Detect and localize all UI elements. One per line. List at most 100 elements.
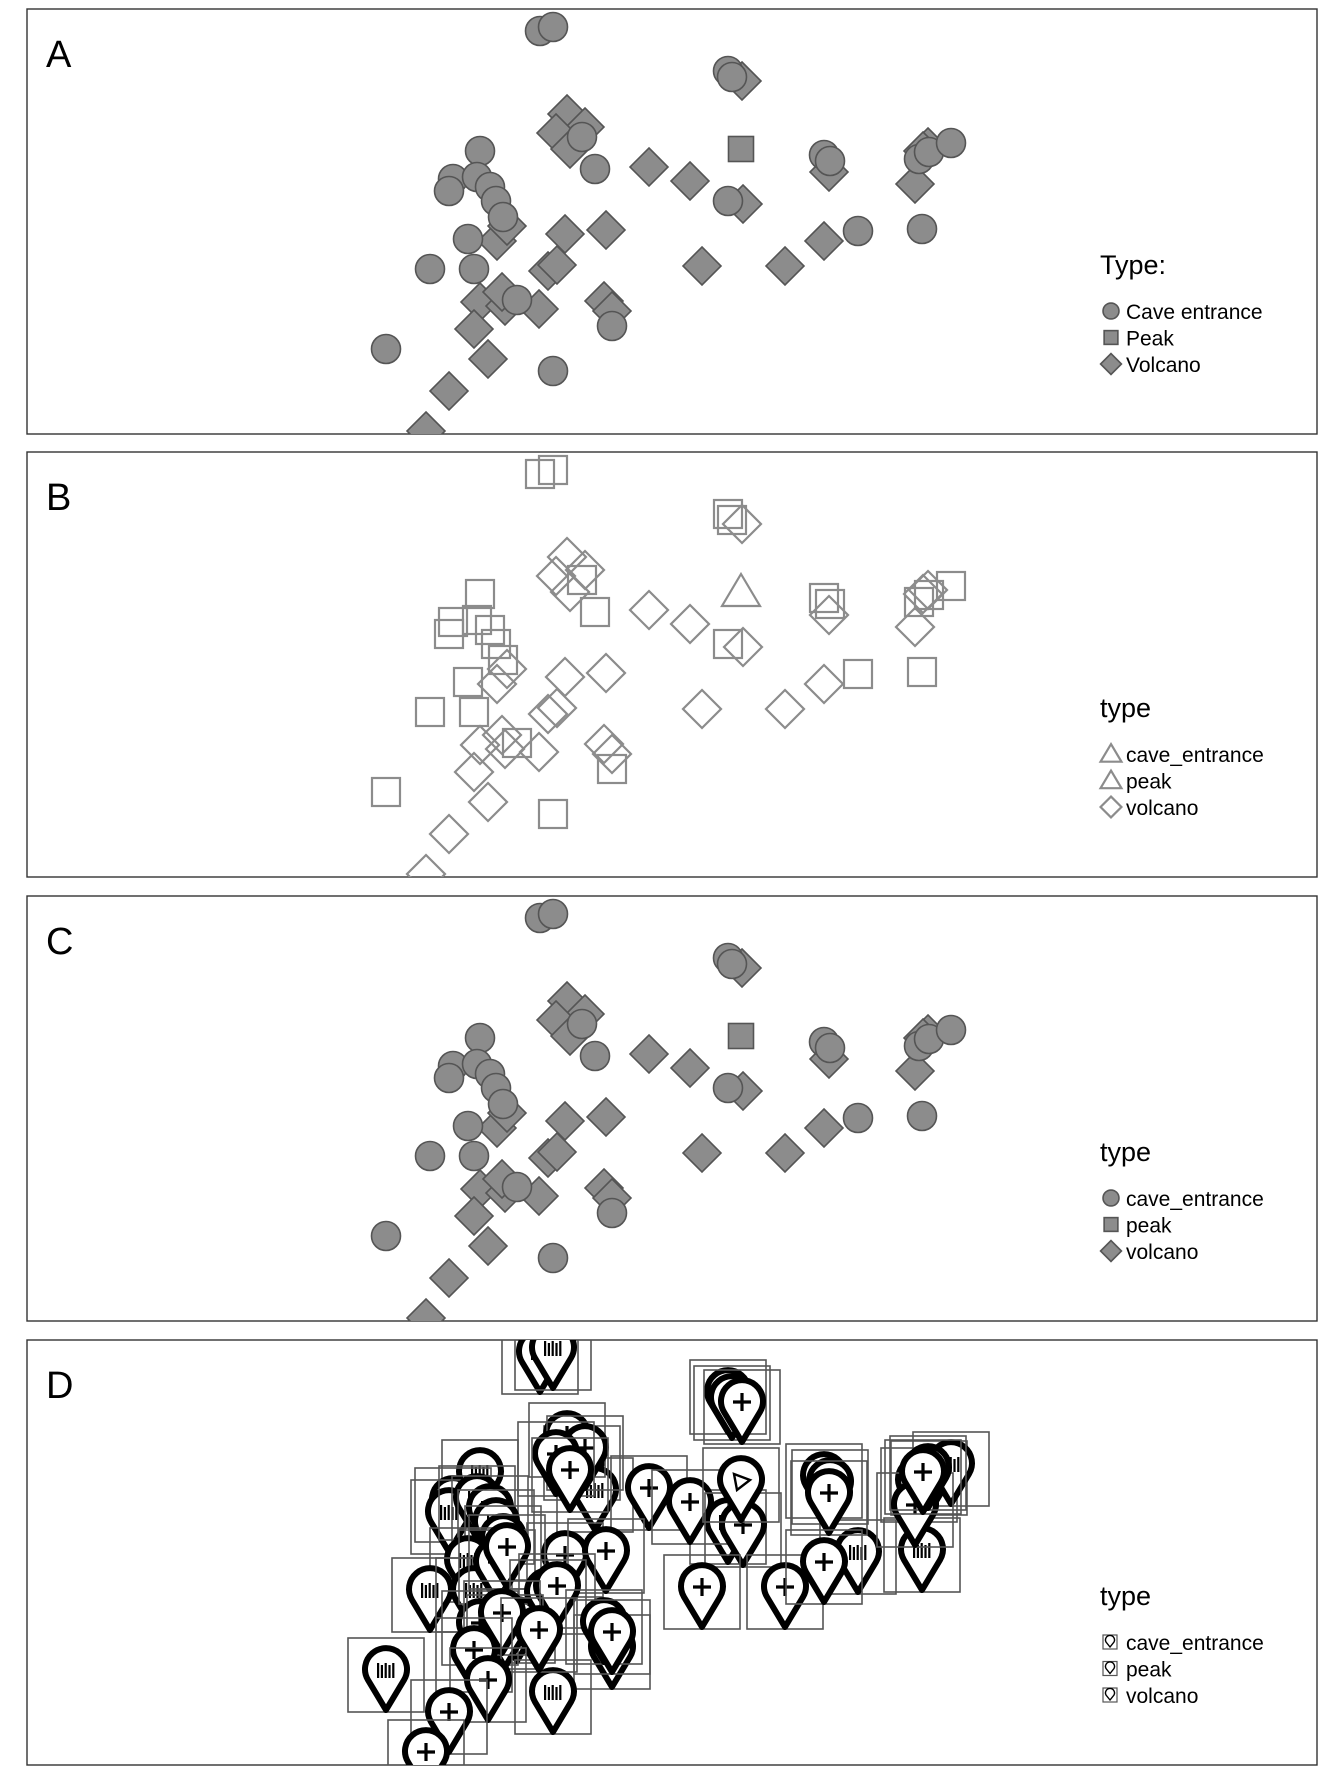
panel-label: B — [46, 477, 71, 519]
legend-label: volcano — [1126, 1685, 1198, 1708]
volcano-marker — [536, 687, 578, 729]
volcano-marker — [894, 606, 936, 648]
cave-entrance-marker — [370, 333, 402, 365]
cave-entrance-marker — [808, 582, 840, 614]
volcano-marker — [681, 1132, 723, 1174]
cave-entrance-marker — [414, 253, 446, 285]
cave-entrance-marker — [566, 1008, 598, 1040]
volcano-marker — [591, 733, 633, 775]
cave-entrance-marker — [464, 1022, 496, 1054]
volcano-marker — [583, 723, 625, 765]
cave-entrance-marker — [433, 175, 465, 207]
legend-label: Peak — [1126, 328, 1174, 351]
cave-entrance-marker — [716, 61, 748, 93]
panel-label: A — [46, 34, 72, 76]
volcano-marker — [651, 1469, 729, 1545]
cave-entrance-marker — [814, 1032, 846, 1064]
cave-entrance-marker — [906, 213, 938, 245]
cave-entrance-marker — [464, 578, 496, 610]
volcano-marker — [405, 853, 447, 877]
volcano-marker — [453, 308, 495, 350]
volcano-marker — [721, 503, 763, 545]
cave-entrance-marker — [712, 1072, 744, 1104]
cave-entrance-marker — [906, 656, 938, 688]
plot-area — [370, 454, 967, 877]
cave-entrance-marker — [935, 127, 967, 159]
cave-entrance-marker — [579, 1040, 611, 1072]
cave-entrance-marker — [487, 644, 519, 676]
cave-entrance-marker — [452, 666, 484, 698]
volcano-marker — [518, 1553, 596, 1629]
cave-entrance-marker — [716, 948, 748, 980]
volcano-marker — [428, 1257, 470, 1299]
legend-key-diamond — [1099, 1239, 1123, 1263]
volcano-marker — [894, 163, 936, 205]
peak-marker — [720, 571, 762, 608]
cave-entrance-marker — [437, 606, 469, 638]
volcano-marker — [585, 652, 627, 694]
cave-entrance-marker — [514, 1340, 592, 1391]
volcano-marker — [628, 1033, 670, 1075]
volcano-marker — [453, 751, 495, 793]
cave-entrance-marker — [347, 1637, 425, 1713]
cave-entrance-marker — [370, 1220, 402, 1252]
plot-area — [347, 1340, 990, 1765]
cave-entrance-marker — [537, 798, 569, 830]
cave-entrance-marker — [501, 1171, 533, 1203]
legend-key-square — [1098, 741, 1124, 763]
volcano-marker — [884, 1439, 962, 1515]
legend-label: peak — [1126, 1659, 1172, 1682]
volcano-marker — [453, 1195, 495, 1237]
panel-frame — [26, 8, 1318, 435]
cave-entrance-marker — [433, 1062, 465, 1094]
legend-key-circle — [1102, 1189, 1120, 1207]
volcano-marker — [476, 663, 518, 705]
legend-label: volcano — [1126, 797, 1198, 820]
cave-entrance-marker — [464, 135, 496, 167]
volcano-marker — [669, 1047, 711, 1089]
legend-label: cave_entrance — [1126, 1188, 1264, 1211]
cave-entrance-marker — [814, 145, 846, 177]
volcano-marker — [459, 724, 501, 766]
plot-area — [370, 898, 967, 1321]
volcano-marker — [628, 589, 670, 631]
volcano-marker — [536, 244, 578, 286]
legend-key-triangle — [1098, 768, 1124, 790]
cave-entrance-marker — [480, 628, 512, 660]
panel-frame — [26, 1339, 1318, 1766]
cave-entrance-marker — [537, 454, 569, 486]
cave-entrance-marker — [935, 570, 967, 602]
volcano-marker — [785, 1529, 863, 1605]
peak-marker — [702, 1447, 780, 1523]
legend-title: type — [1100, 693, 1151, 723]
panel-a: A Type: Cave entrance Peak Volcano — [26, 8, 1318, 435]
cave-entrance-marker — [712, 498, 744, 530]
legend-key-square — [1103, 1216, 1119, 1233]
volcano-marker — [722, 626, 764, 668]
volcano-marker — [585, 1096, 627, 1138]
volcano-marker — [500, 1597, 578, 1673]
legend-key-diamond — [1098, 794, 1124, 820]
cave-entrance-marker — [596, 310, 628, 342]
plot-area — [370, 11, 967, 434]
cave-entrance-marker — [414, 1140, 446, 1172]
volcano-marker — [518, 731, 560, 773]
volcano-marker — [467, 781, 509, 823]
volcano-marker — [585, 209, 627, 251]
cave-entrance-marker — [414, 696, 446, 728]
cave-entrance-marker — [566, 564, 598, 596]
panel-frame — [26, 895, 1318, 1322]
cave-entrance-marker — [566, 121, 598, 153]
volcano-marker — [803, 220, 845, 262]
volcano-marker — [803, 1107, 845, 1149]
legend-title: type — [1100, 1581, 1151, 1611]
volcano-marker — [681, 245, 723, 287]
legend-title: type — [1100, 1137, 1151, 1167]
cave-entrance-marker — [906, 1100, 938, 1132]
cave-entrance-marker — [458, 1140, 490, 1172]
volcano-marker — [790, 1460, 868, 1536]
